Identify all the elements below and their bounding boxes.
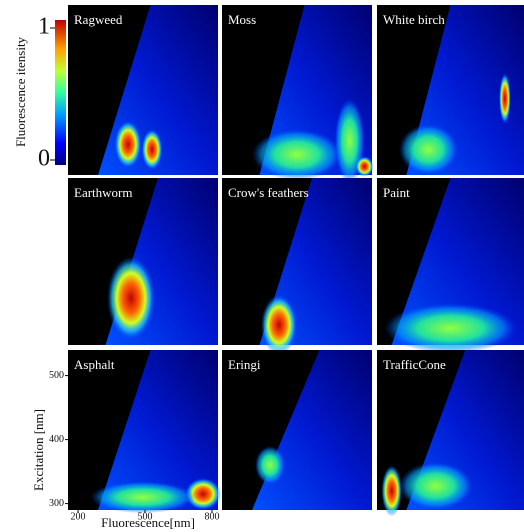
heatmap-region: [98, 350, 218, 510]
heatmap-hotspot: [261, 294, 297, 356]
heatmap-hotspot: [107, 256, 155, 340]
y-tick-label: 400: [49, 434, 64, 445]
panel-title: Ragweed: [74, 12, 123, 27]
y-axis-label: Excitation [nm]: [31, 409, 46, 491]
heatmap-hotspot: [255, 446, 285, 485]
heatmap-hotspot: [381, 465, 402, 517]
x-tick-label: 800: [204, 511, 219, 522]
colorbar-label: Fluorescence itensity: [13, 36, 28, 147]
heatmap-hotspot: [90, 481, 196, 514]
panel-title: Earthworm: [74, 185, 132, 200]
panel-title: TrafficCone: [383, 357, 446, 372]
y-tick-label: 300: [49, 498, 64, 509]
colorbar-tick-label: 0: [38, 146, 50, 172]
panel-title: Eringi: [228, 357, 261, 372]
panel-title: Crow's feathers: [228, 185, 309, 200]
colorbar: [55, 20, 66, 165]
heatmap-hotspot: [399, 462, 473, 510]
x-axis-label: Fluorescence[nm]: [101, 515, 195, 530]
heatmap-hotspot: [355, 156, 374, 177]
heatmap-region: [391, 178, 524, 345]
heatmap-hotspot: [499, 73, 511, 124]
heatmap-hotspot: [114, 120, 142, 169]
panel-title: Paint: [383, 185, 410, 200]
y-tick-label: 500: [49, 370, 64, 381]
panel-title: Moss: [228, 12, 256, 27]
heatmap-hotspot: [141, 129, 163, 170]
colorbar-tick-label: 1: [38, 14, 50, 40]
x-tick-label: 200: [71, 511, 86, 522]
heatmap-hotspot: [252, 129, 342, 181]
panel-title: White birch: [383, 12, 445, 27]
panel-title: Asphalt: [74, 357, 115, 372]
x-tick-label: 500: [138, 511, 153, 522]
heatmap-hotspot: [185, 478, 221, 510]
heatmap-hotspot: [399, 124, 458, 175]
heatmap-hotspot: [384, 303, 517, 354]
